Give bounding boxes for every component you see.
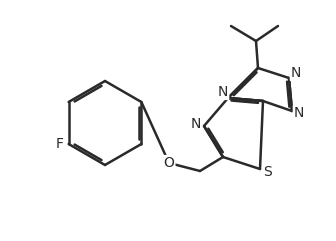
Text: N: N: [218, 85, 228, 99]
Text: N: N: [294, 106, 304, 120]
Text: S: S: [264, 165, 272, 179]
Text: F: F: [56, 137, 64, 151]
Text: N: N: [191, 117, 201, 131]
Text: N: N: [291, 66, 301, 80]
Text: O: O: [164, 156, 174, 170]
